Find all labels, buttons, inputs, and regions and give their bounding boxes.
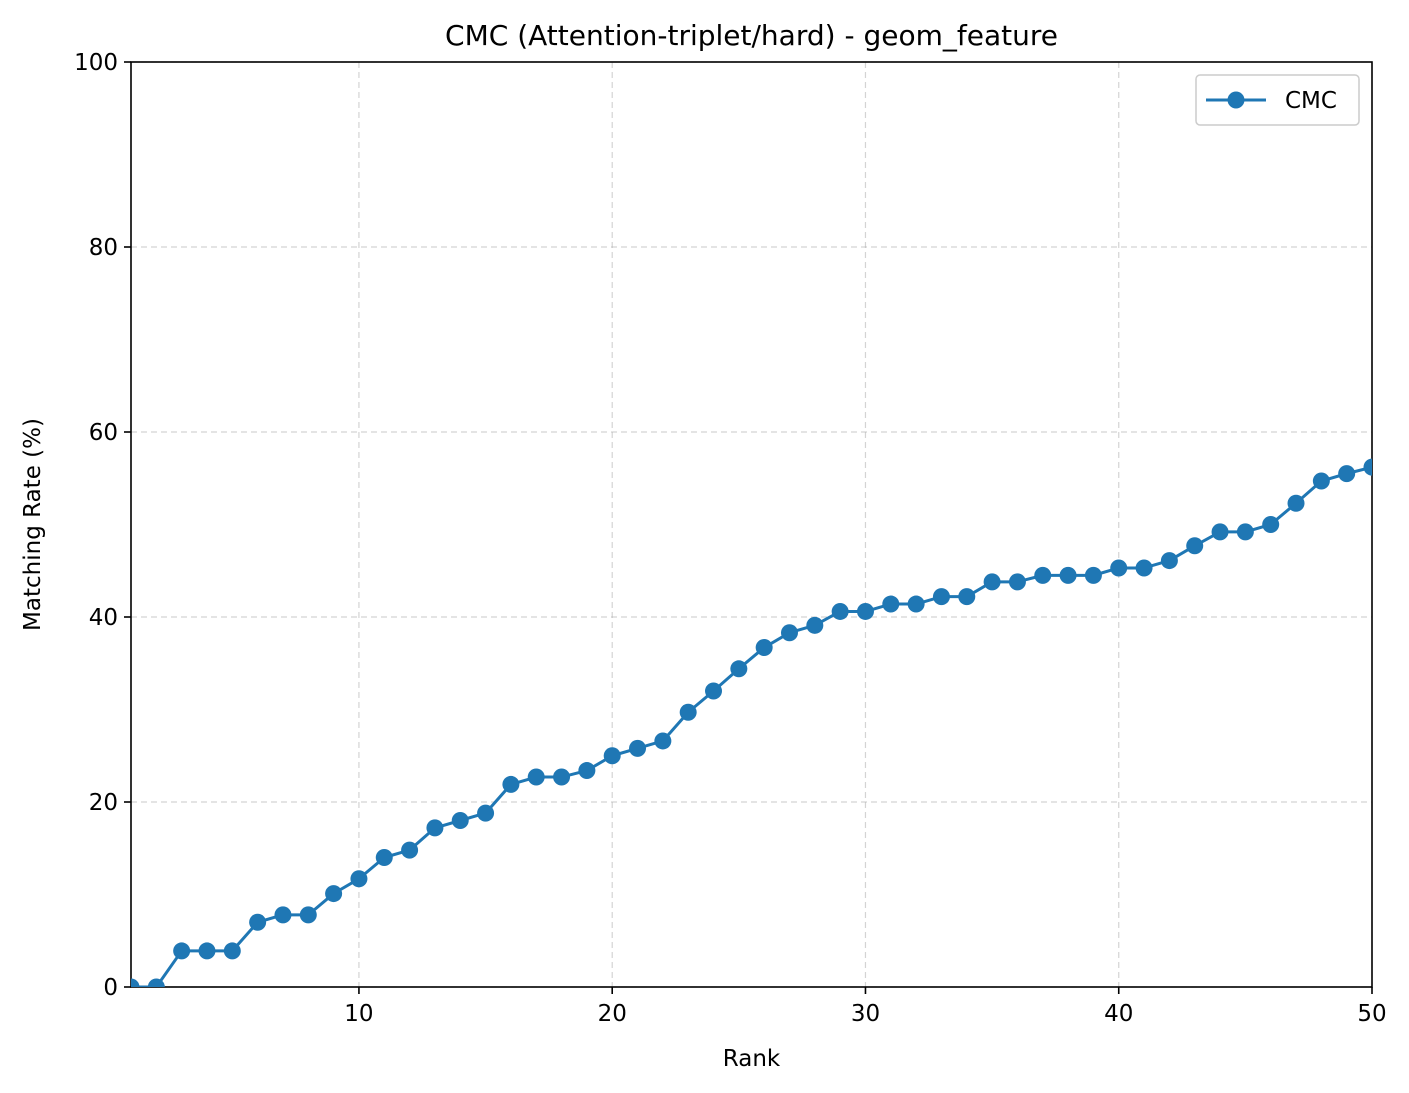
data-point [730, 660, 748, 678]
x-tick-label: 40 [1104, 1001, 1133, 1027]
data-point [1236, 523, 1254, 541]
data-point [705, 682, 723, 700]
data-point [578, 762, 596, 780]
data-point [629, 739, 647, 757]
chart-title: CMC (Attention-triplet/hard) - geom_feat… [445, 19, 1058, 52]
y-axis-label: Matching Rate (%) [20, 418, 46, 631]
series-line [131, 465, 1372, 987]
data-point [426, 819, 444, 837]
x-tick-label: 10 [344, 1001, 373, 1027]
legend: CMC [1195, 74, 1360, 126]
data-point [1084, 566, 1102, 584]
data-point [1262, 516, 1280, 533]
grid [131, 61, 1373, 988]
data-point [1160, 552, 1178, 570]
data-point [780, 624, 798, 642]
x-tick-label: 20 [598, 1001, 627, 1027]
data-point [1135, 559, 1153, 577]
y-tick-label: 0 [103, 975, 118, 1001]
y-tick-label: 40 [89, 605, 118, 631]
data-point [451, 812, 469, 829]
data-point [654, 732, 672, 750]
y-tick-label: 80 [89, 235, 118, 261]
axis-ticks: 10 20 30 40 50 0 20 40 60 80 100 [74, 50, 1387, 1027]
data-point [173, 942, 191, 960]
data-point [1363, 458, 1372, 476]
data-point [1287, 494, 1305, 512]
series-cmc [131, 458, 1372, 987]
data-point [603, 747, 621, 765]
data-point [1034, 566, 1052, 584]
data-point [299, 906, 317, 924]
data-point [755, 639, 773, 657]
data-point [401, 841, 419, 859]
data-point [1211, 523, 1229, 541]
data-point [882, 595, 900, 613]
data-point [147, 978, 165, 987]
data-point [1186, 537, 1204, 555]
x-tick-label: 50 [1357, 1001, 1386, 1027]
data-point [1059, 566, 1077, 584]
data-point [198, 942, 216, 960]
legend-marker-swatch [1227, 91, 1245, 109]
plot-area [130, 61, 1373, 988]
data-point [1008, 573, 1026, 591]
data-point [856, 602, 874, 620]
data-point [350, 870, 368, 888]
data-point [274, 906, 292, 924]
x-tick-label: 30 [851, 1001, 880, 1027]
data-point [983, 573, 1001, 591]
y-tick-label: 60 [89, 420, 118, 446]
legend-box [1195, 74, 1360, 126]
data-point [131, 978, 140, 987]
data-point [249, 913, 267, 931]
data-point [477, 804, 495, 822]
data-point [1312, 472, 1330, 490]
data-point [502, 775, 520, 793]
y-tick-label: 20 [89, 790, 118, 816]
data-point [1110, 559, 1128, 577]
data-point [679, 703, 697, 721]
data-point [223, 942, 241, 960]
data-point [1338, 465, 1356, 483]
data-point [325, 885, 343, 903]
series-layer [131, 458, 1372, 987]
data-point [831, 602, 849, 620]
data-point [527, 768, 545, 786]
data-point [375, 849, 393, 866]
y-tick-label: 100 [74, 50, 118, 76]
data-point [806, 616, 824, 634]
data-point [958, 588, 976, 606]
data-point [932, 588, 950, 606]
data-point [553, 768, 571, 786]
legend-label: CMC [1285, 88, 1337, 114]
data-point [907, 595, 925, 613]
x-axis-label: Rank [723, 1046, 781, 1072]
